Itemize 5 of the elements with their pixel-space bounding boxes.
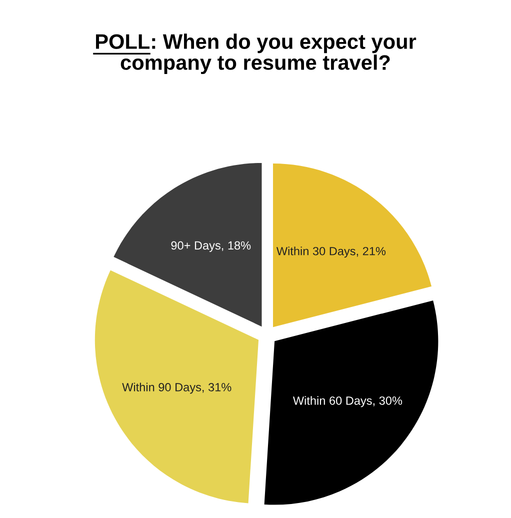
slice-label: 90+ Days, 18%	[171, 241, 251, 252]
slice-label: Within 90 Days, 31%	[122, 382, 232, 394]
chart-title: POLL: When do you expect your company to resume travel?	[96, 34, 416, 74]
slice-label: Within 60 Days, 30%	[292, 396, 402, 408]
slice-label: Within 30 Days, 21%	[276, 246, 386, 258]
